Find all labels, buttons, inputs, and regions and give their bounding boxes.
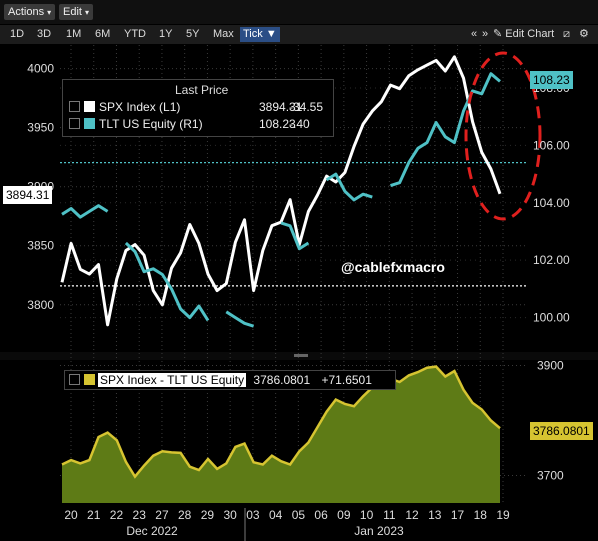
x-group-label: Jan 2023 [354, 524, 404, 538]
x-tick-label: 22 [110, 508, 124, 522]
y-left-tick-label: 4000 [27, 62, 54, 76]
watermark-text: @cablefxmacro [341, 259, 445, 275]
tick-dropdown[interactable]: Tick ▼ [240, 27, 280, 42]
series-swatch [84, 374, 95, 386]
series-swatch [84, 118, 95, 130]
legend-row-spx[interactable]: SPX Index (L1) 3894.31 -34.55 [69, 100, 323, 114]
x-tick-label: 19 [496, 508, 510, 522]
axis-labels: 20 21 22 23 27 28 29 30 03 04 05 06 09 10 11 12 13 17 18 19… [27, 62, 570, 541]
edit-menu-button[interactable]: Edit ▾ [59, 4, 93, 20]
sub-y-tick-label: 3700 [537, 469, 564, 483]
x-group-label: Dec 2022 [126, 524, 178, 538]
edit-box-icon[interactable]: ⧄ [563, 28, 570, 40]
x-tick-label: 21 [87, 508, 101, 522]
spread-last-badge: 3786.0801 [530, 422, 593, 440]
spread-line [61, 365, 501, 479]
series-name: SPX Index (L1) [99, 100, 181, 114]
range-button-1m[interactable]: 1M [66, 28, 82, 40]
series-name: SPX Index - TLT US Equity [98, 373, 247, 387]
x-tick-label: 20 [64, 508, 78, 522]
expand-icon[interactable] [69, 118, 80, 130]
edit-label: Edit [63, 6, 82, 18]
spx-series-line [60, 55, 502, 327]
edit-chart-button[interactable]: ✎ Edit Chart [493, 27, 554, 42]
sub-y-tick-label: 3900 [537, 359, 564, 373]
x-tick-label: 13 [428, 508, 442, 522]
series-change: -.40 [289, 117, 310, 131]
x-tick-label: 06 [314, 508, 328, 522]
range-toolbar: 1D 3D 1M 6M YTD 1Y 5Y Max Tick ▼ « » ✎ E… [0, 25, 598, 44]
y-right-tick-label: 106.00 [533, 138, 570, 152]
series-lines-layer [60, 55, 502, 328]
chevron-down-icon: ▾ [47, 8, 52, 17]
x-tick-label: 23 [133, 508, 147, 522]
chevron-down-icon: ▾ [84, 8, 89, 17]
expand-icon[interactable] [69, 374, 80, 386]
x-tick-label: 11 [383, 508, 396, 522]
tlt-series-line [61, 72, 501, 328]
range-button-1d[interactable]: 1D [10, 28, 25, 40]
x-tick-label: 28 [178, 508, 192, 522]
series-value: 3894.31 [259, 100, 303, 114]
range-button-1y[interactable]: 1Y [159, 28, 173, 40]
annotation-layer [464, 51, 542, 221]
collapse-left-icon[interactable]: « [471, 28, 478, 40]
x-tick-label: 10 [360, 508, 374, 522]
spread-area-layer [61, 365, 501, 503]
series-value: 3786.0801 [253, 373, 311, 387]
series-swatch [84, 101, 95, 113]
x-tick-label: 29 [201, 508, 215, 522]
collapse-right-icon[interactable]: » [482, 28, 489, 40]
series-change: -34.55 [289, 100, 324, 114]
pencil-icon: ✎ [493, 28, 503, 40]
x-tick-label: 30 [223, 508, 237, 522]
y-left-tick-label: 3850 [27, 239, 54, 253]
legend-bottom[interactable]: SPX Index - TLT US Equity 3786.0801 +71.… [64, 370, 396, 390]
actions-menu-button[interactable]: Actions ▾ [4, 4, 56, 20]
x-tick-label: 09 [337, 508, 351, 522]
tick-label: Tick [243, 28, 263, 40]
spread-area-fill [62, 366, 500, 503]
series-name: TLT US Equity (R1) [99, 117, 203, 131]
divider-grip-icon[interactable] [294, 354, 308, 357]
y-left-tick-label: 3800 [27, 298, 54, 312]
tlt-last-badge: 108.23 [530, 71, 573, 89]
x-tick-label: 12 [405, 508, 419, 522]
range-button-ytd[interactable]: YTD [124, 28, 146, 40]
toolbar-top: Actions ▾ Edit ▾ [0, 0, 598, 24]
legend-row-tlt[interactable]: TLT US Equity (R1) 108.23 -.40 [69, 117, 310, 131]
x-tick-label: 17 [451, 508, 465, 522]
x-tick-label: 18 [474, 508, 488, 522]
y-right-tick-label: 104.00 [533, 196, 570, 210]
edit-chart-label: Edit Chart [505, 28, 555, 40]
gear-icon[interactable]: ⚙ [579, 28, 589, 40]
y-right-tick-label: 102.00 [533, 253, 570, 267]
series-value: 108.23 [259, 117, 296, 131]
range-button-5y[interactable]: 5Y [186, 28, 200, 40]
y-right-tick-label: 100.00 [533, 311, 570, 325]
x-tick-label: 04 [269, 508, 283, 522]
range-button-max[interactable]: Max [213, 28, 234, 40]
spx-last-badge: 3894.31 [3, 186, 53, 204]
x-tick-label: 03 [246, 508, 260, 522]
range-button-3d[interactable]: 3D [37, 28, 52, 40]
legend-header: Last Price [175, 83, 229, 97]
reference-lines [60, 161, 527, 287]
x-tick-label: 05 [292, 508, 306, 522]
legend-top: Last Price SPX Index (L1) 3894.31 -34.55… [62, 79, 334, 137]
actions-label: Actions [8, 6, 45, 18]
range-button-6m[interactable]: 6M [95, 28, 111, 40]
highlight-ellipse [464, 51, 542, 221]
caret-down-icon: ▼ [265, 28, 277, 40]
expand-icon[interactable] [69, 101, 80, 113]
x-axis-band [0, 503, 598, 541]
series-change: +71.6501 [321, 373, 372, 387]
y-left-tick-label: 3950 [27, 121, 54, 135]
x-tick-label: 27 [155, 508, 169, 522]
